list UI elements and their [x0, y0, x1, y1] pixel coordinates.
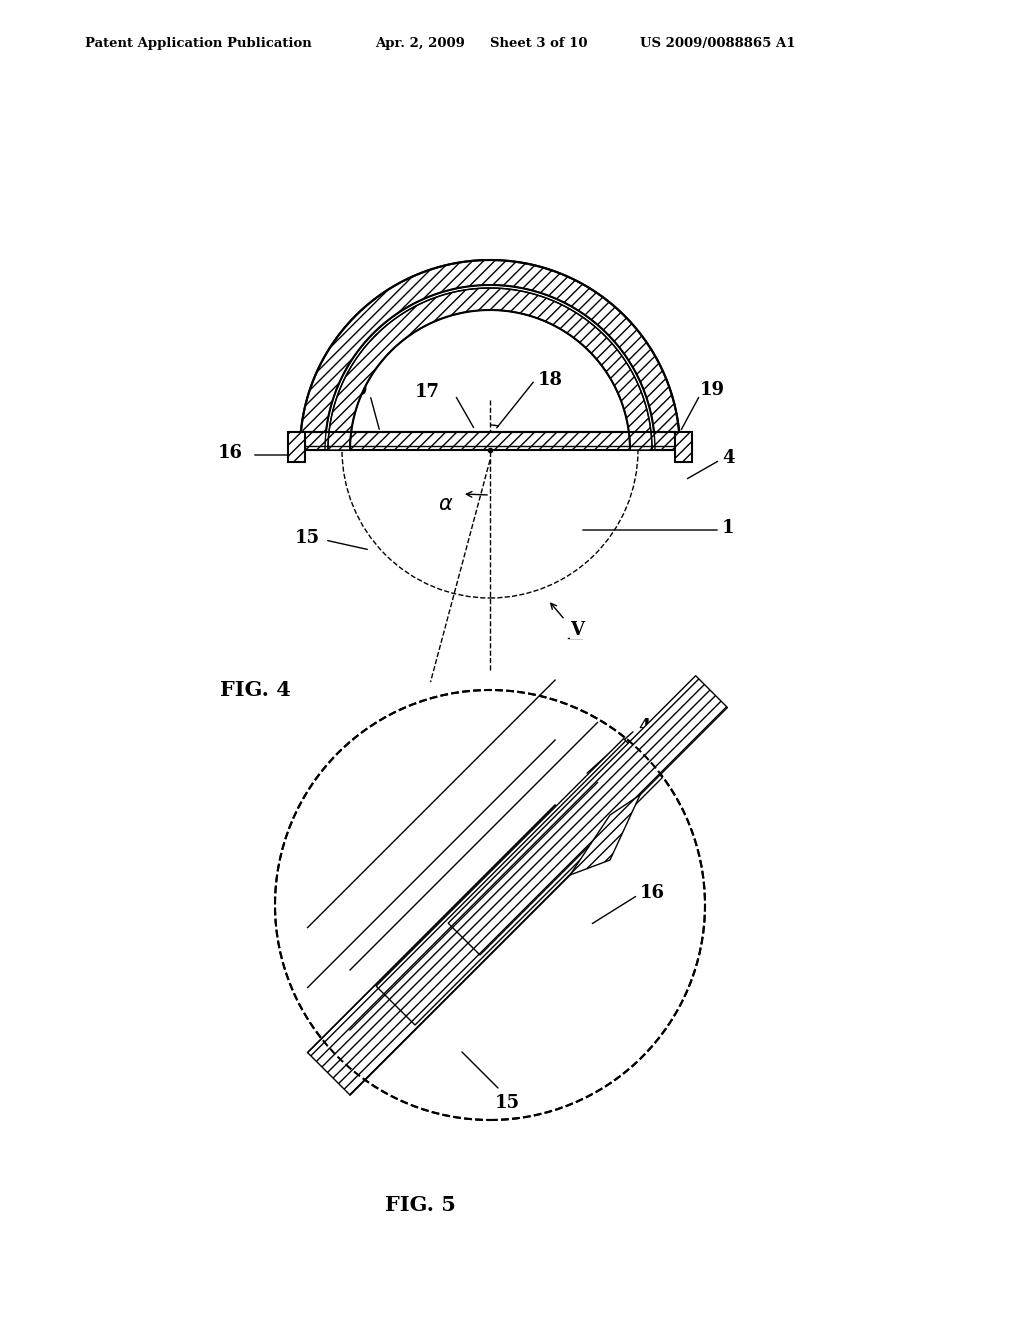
Text: 50: 50 [342, 381, 368, 399]
Text: 15: 15 [495, 1094, 520, 1111]
Text: 4: 4 [638, 718, 650, 737]
Polygon shape [570, 795, 640, 875]
Text: FIG. 4: FIG. 4 [220, 680, 291, 700]
Polygon shape [300, 260, 680, 450]
Polygon shape [307, 805, 597, 1096]
Text: Apr. 2, 2009: Apr. 2, 2009 [375, 37, 465, 50]
Text: Sheet 3 of 10: Sheet 3 of 10 [490, 37, 588, 50]
Polygon shape [675, 432, 692, 462]
Text: 1: 1 [638, 756, 650, 774]
Text: 18: 18 [538, 371, 563, 389]
Text: 16: 16 [640, 884, 665, 902]
Text: 15: 15 [295, 529, 321, 546]
Polygon shape [328, 288, 652, 450]
Polygon shape [376, 739, 663, 1026]
Text: 19: 19 [700, 381, 725, 399]
Text: V: V [570, 620, 584, 639]
Text: 1: 1 [722, 519, 734, 537]
Polygon shape [288, 432, 305, 462]
Text: 4: 4 [722, 449, 734, 467]
Text: FIG. 5: FIG. 5 [385, 1195, 456, 1214]
Text: US 2009/0088865 A1: US 2009/0088865 A1 [640, 37, 796, 50]
Text: Patent Application Publication: Patent Application Publication [85, 37, 311, 50]
Text: 17: 17 [415, 383, 440, 401]
Polygon shape [300, 432, 680, 450]
Polygon shape [449, 676, 727, 954]
Text: $\alpha$: $\alpha$ [438, 495, 454, 515]
Text: 16: 16 [218, 444, 243, 462]
